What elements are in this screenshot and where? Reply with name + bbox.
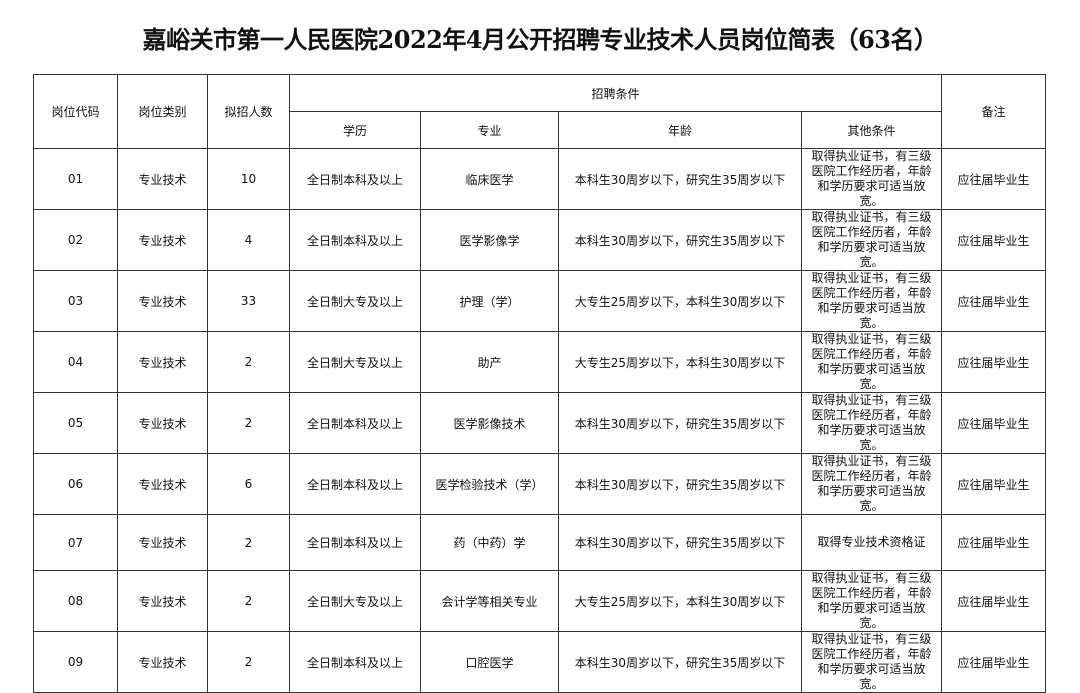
cell-count: 6	[207, 453, 290, 515]
cell-category: 专业技术	[117, 209, 208, 271]
header-conditions: 招聘条件	[288, 74, 943, 112]
cell-remark: 应往届毕业生	[941, 570, 1047, 632]
cell-other: 取得执业证书，有三级医院工作经历者，年龄和学历要求可适当放宽。	[800, 209, 943, 271]
table-row: 04 专业技术 2 全日制大专及以上 助产 大专生25周岁以下，本科生30周岁以下 取得执业…	[33, 331, 1047, 393]
cell-category: 专业技术	[117, 453, 208, 515]
cell-major: 临床医学	[420, 148, 559, 210]
cell-other: 取得执业证书，有三级医院工作经历者，年龄和学历要求可适当放宽。	[800, 331, 943, 393]
page-title: 嘉峪关市第一人民医院2022年4月公开招聘专业技术人员岗位简表（63名）	[142, 25, 938, 54]
cell-code: 04	[33, 331, 118, 393]
cell-code: 06	[33, 453, 118, 515]
cell-code: 08	[33, 570, 118, 632]
cell-major: 医学影像学	[420, 209, 559, 271]
cell-count: 33	[207, 270, 290, 332]
table-row: 08 专业技术 2 全日制大专及以上 会计学等相关专业 大专生25周岁以下，本科生30周岁…	[33, 570, 1047, 632]
table-row: 01 专业技术 10 全日制本科及以上 临床医学 本科生30周岁以下，研究生35周岁以下取…	[33, 148, 1047, 210]
cell-code: 07	[33, 514, 118, 571]
cell-education: 全日制大专及以上	[289, 570, 421, 632]
cell-count: 10	[207, 148, 290, 210]
header-code: 岗位代码	[33, 74, 118, 149]
cell-major: 护理（学）	[420, 270, 559, 332]
cell-age: 本科生30周岁以下，研究生35周岁以下	[558, 631, 802, 693]
cell-major: 药（中药）学	[420, 514, 559, 571]
cell-category: 专业技术	[117, 631, 208, 693]
cell-remark: 应往届毕业生	[941, 209, 1047, 271]
cell-age: 本科生30周岁以下，研究生35周岁以下	[558, 514, 802, 571]
cell-count: 2	[207, 514, 290, 571]
cell-age: 本科生30周岁以下，研究生35周岁以下	[558, 392, 802, 454]
cell-other: 取得专业技术资格证	[800, 514, 943, 571]
header-count: 拟招人数	[207, 74, 290, 149]
cell-category: 专业技术	[117, 514, 208, 571]
cell-remark: 应往届毕业生	[941, 453, 1047, 515]
table-row: 02 专业技术 4 全日制本科及以上 医学影像学 本科生30周岁以下，研究生35周岁以下取…	[33, 209, 1047, 271]
cell-count: 2	[207, 392, 290, 454]
cell-education: 全日制大专及以上	[289, 331, 421, 393]
header-education: 学历	[289, 111, 421, 149]
header-row: 岗位代码 岗位类别 拟招人数 招聘条件 备注	[33, 74, 1047, 149]
cell-other: 取得执业证书，有三级医院工作经历者，年龄和学历要求可适当放宽。	[800, 270, 943, 332]
subheader-row: 学历 专业 年龄 其他条件	[34, 111, 1046, 149]
cell-remark: 应往届毕业生	[941, 270, 1047, 332]
cell-category: 专业技术	[117, 270, 208, 332]
cell-age: 本科生30周岁以下，研究生35周岁以下	[558, 209, 802, 271]
cell-education: 全日制大专及以上	[289, 270, 421, 332]
cell-education: 全日制本科及以上	[289, 392, 421, 454]
cell-count: 2	[207, 331, 290, 393]
cell-age: 本科生30周岁以下，研究生35周岁以下	[558, 453, 802, 515]
cell-other: 取得执业证书，有三级医院工作经历者，年龄和学历要求可适当放宽。	[800, 453, 943, 515]
cell-education: 全日制本科及以上	[289, 514, 421, 571]
cell-category: 专业技术	[117, 392, 208, 454]
cell-other: 取得执业证书，有三级医院工作经历者，年龄和学历要求可适当放宽。	[800, 148, 943, 210]
header-age: 年龄	[558, 111, 802, 149]
cell-count: 2	[207, 570, 290, 632]
cell-count: 4	[207, 209, 290, 271]
cell-other: 取得执业证书，有三级医院工作经历者，年龄和学历要求可适当放宽。	[800, 570, 943, 632]
table-row: 06 专业技术 6 全日制本科及以上 医学检验技术（学） 本科生30周岁以下，研究生35周…	[33, 453, 1047, 515]
cell-code: 03	[33, 270, 118, 332]
cell-category: 专业技术	[117, 331, 208, 393]
cell-age: 本科生30周岁以下，研究生35周岁以下	[558, 148, 802, 210]
header-other: 其他条件	[800, 111, 943, 149]
cell-remark: 应往届毕业生	[941, 392, 1047, 454]
cell-remark: 应往届毕业生	[941, 514, 1047, 571]
cell-age: 大专生25周岁以下，本科生30周岁以下	[558, 331, 802, 393]
cell-major: 医学检验技术（学）	[420, 453, 559, 515]
cell-major: 医学影像技术	[420, 392, 559, 454]
cell-major: 口腔医学	[420, 631, 559, 693]
cell-education: 全日制本科及以上	[289, 148, 421, 210]
cell-code: 02	[33, 209, 118, 271]
cell-remark: 应往届毕业生	[941, 331, 1047, 393]
cell-code: 09	[33, 631, 118, 693]
cell-count: 2	[207, 631, 290, 693]
table-row: 09 专业技术 2 全日制本科及以上 口腔医学 本科生30周岁以下，研究生35周岁以下 取得…	[33, 631, 1047, 693]
cell-education: 全日制本科及以上	[289, 209, 421, 271]
table-row: 07 专业技术 2 全日制本科及以上 药（中药）学 本科生30周岁以下，研究生35周岁以下…	[33, 514, 1047, 571]
header-remark: 备注	[941, 74, 1047, 149]
cell-age: 大专生25周岁以下，本科生30周岁以下	[558, 570, 802, 632]
table-row: 05 专业技术 2 全日制本科及以上 医学影像技术 本科生30周岁以下，研究生35周岁以下…	[33, 392, 1047, 454]
cell-category: 专业技术	[117, 570, 208, 632]
cell-other: 取得执业证书，有三级医院工作经历者，年龄和学历要求可适当放宽。	[800, 392, 943, 454]
cell-education: 全日制本科及以上	[289, 453, 421, 515]
table-row: 03 专业技术 33 全日制大专及以上 护理（学） 大专生25周岁以下，本科生30周岁以下…	[33, 270, 1047, 332]
cell-age: 大专生25周岁以下，本科生30周岁以下	[558, 270, 802, 332]
cell-code: 05	[33, 392, 118, 454]
cell-category: 专业技术	[117, 148, 208, 210]
cell-education: 全日制本科及以上	[289, 631, 421, 693]
cell-major: 会计学等相关专业	[420, 570, 559, 632]
cell-remark: 应往届毕业生	[941, 148, 1047, 210]
positions-table: 岗位代码 岗位类别 拟招人数 招聘条件 备注 学历 专业 年龄 其他条件 01 专…	[33, 74, 1047, 693]
cell-other: 取得执业证书，有三级医院工作经历者，年龄和学历要求可适当放宽。	[800, 631, 943, 693]
header-category: 岗位类别	[117, 74, 208, 149]
header-major: 专业	[420, 111, 559, 149]
cell-remark: 应往届毕业生	[941, 631, 1047, 693]
cell-code: 01	[33, 148, 118, 210]
cell-major: 助产	[420, 331, 559, 393]
